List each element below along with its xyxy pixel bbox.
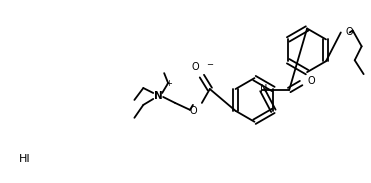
Text: +: +: [165, 79, 172, 88]
Text: N: N: [260, 84, 267, 94]
Text: −: −: [206, 60, 213, 69]
Text: N: N: [154, 91, 162, 101]
Text: O: O: [307, 76, 315, 86]
Text: O: O: [346, 27, 354, 38]
Text: HI: HI: [19, 154, 31, 165]
Text: O: O: [191, 62, 199, 72]
Text: O: O: [189, 106, 197, 116]
